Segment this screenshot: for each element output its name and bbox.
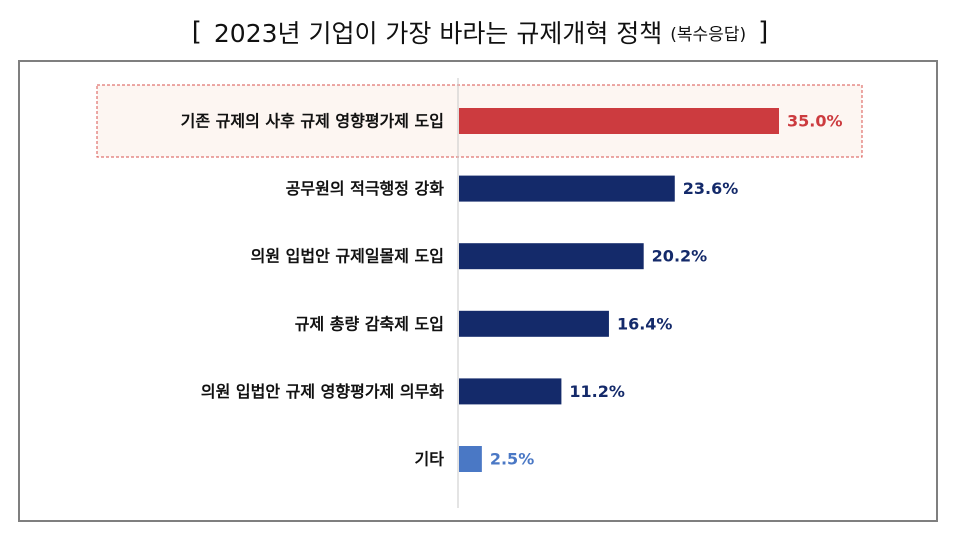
value-label: 11.2%	[569, 382, 625, 401]
bar	[459, 310, 609, 337]
category-label: 의원 입법안 규제일몰제 도입	[251, 247, 444, 266]
category-label: 기타	[415, 450, 445, 469]
title-bracket-close: ]	[758, 17, 769, 47]
title-subtitle: (복수응답)	[670, 24, 747, 45]
chart-title: [ 2023년 기업이 가장 바라는 규제개혁 정책 (복수응답) ]	[0, 10, 960, 54]
value-label: 20.2%	[652, 247, 708, 266]
value-label: 16.4%	[617, 314, 673, 333]
bar	[459, 243, 644, 270]
category-label: 기존 규제의 사후 규제 영향평가제 도입	[181, 112, 444, 131]
bar	[459, 446, 482, 472]
bar	[459, 175, 675, 202]
category-label: 규제 총량 감축제 도입	[295, 314, 444, 333]
bar	[459, 108, 779, 134]
value-label: 23.6%	[683, 179, 739, 198]
category-label: 공무원의 적극행정 강화	[286, 179, 445, 198]
value-label: 35.0%	[787, 112, 843, 131]
title-bracket-open: [	[191, 17, 202, 47]
title-text: 2023년 기업이 가장 바라는 규제개혁 정책	[213, 19, 663, 48]
bar	[459, 378, 562, 405]
category-label: 의원 입법안 규제 영향평가제 의무화	[201, 382, 444, 401]
value-label: 2.5%	[490, 450, 534, 469]
